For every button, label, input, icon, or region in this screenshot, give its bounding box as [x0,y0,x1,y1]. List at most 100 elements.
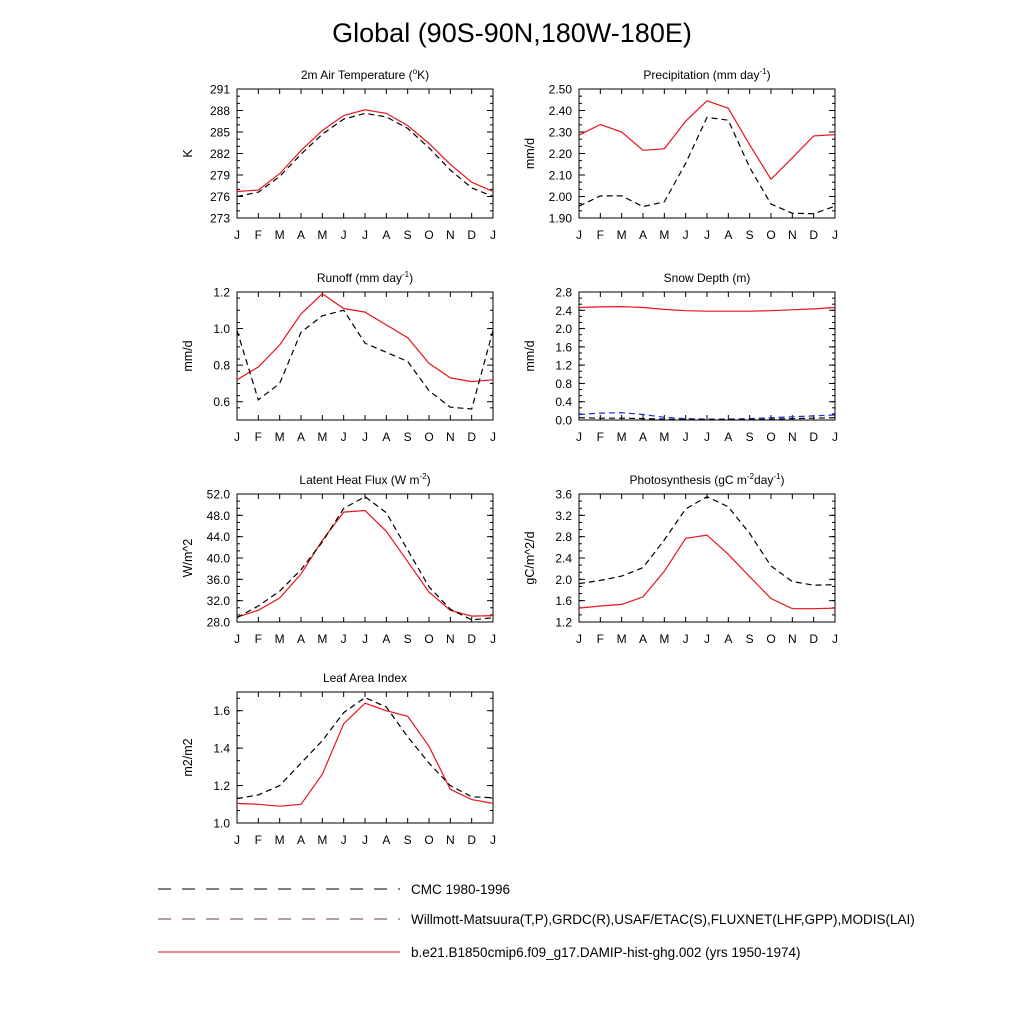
chart6-xtick-label: O [766,632,775,646]
chart4-xtick-label: A [724,430,732,444]
chart1-series-obs [236,112,494,198]
chart7-title: Leaf Area Index [323,671,407,685]
chart6-xtick-label: A [724,632,732,646]
chart3-ytick-label: 1.0 [213,322,230,336]
chart3-xtick-label: A [382,430,390,444]
chart1-xtick-label: J [362,228,368,242]
chart6-xtick-label: J [683,632,689,646]
chart4-xtick-label: D [809,430,818,444]
chart4-xtick-label: J [704,430,710,444]
chart5-xtick-label: A [382,632,390,646]
chart7-ytick-label: 1.4 [213,742,230,756]
legend-label-obs: Willmott-Matsuura(T,P),GRDC(R),USAF/ETAC… [411,912,915,927]
chart4-xtick-label: M [617,430,627,444]
chart2-xtick-label: O [766,228,775,242]
chart2-ytick-label: 2.20 [549,147,573,161]
chart4-xtick-label: N [788,430,797,444]
chart3-xtick-label: M [317,430,327,444]
chart5-ylabel: W/m^2 [181,539,195,578]
chart5-xtick-label: J [234,632,240,646]
legend-label-model: b.e21.B1850cmip6.f09_g17.DAMIP-hist-ghg.… [411,945,800,960]
chart5-xtick-label: M [275,632,285,646]
chart6-xtick-label: M [617,632,627,646]
chart4-ytick-label: 1.2 [555,359,572,373]
chart6-series-model [578,534,836,610]
chart6-ytick-label: 2.4 [555,552,572,566]
chart6-ylabel: gC/m^2/d [523,531,537,584]
chart6-ytick-label: 1.2 [555,616,572,630]
chart7-xtick-label: M [275,833,285,847]
legend-label-cmc: CMC 1980-1996 [411,882,510,897]
chart7-xtick-label: O [424,833,433,847]
chart6-ytick-label: 2.8 [555,530,572,544]
chart2-series-model [578,100,836,181]
chart2-ytick-label: 2.50 [549,83,573,97]
chart3-xtick-label: S [404,430,412,444]
chart7-xtick-label: J [341,833,347,847]
chart1-ylabel: K [181,149,195,158]
chart2-xtick-label: F [597,228,604,242]
chart4-xtick-label: J [832,430,838,444]
chart4-ytick-label: 1.6 [555,340,572,354]
chart7-xtick-label: D [467,833,476,847]
chart1-ytick-label: 273 [210,212,230,226]
chart3-xtick-label: J [234,430,240,444]
chart5-ytick-label: 44.0 [207,530,231,544]
chart4-xtick-label: S [746,430,754,444]
chart2-ytick-label: 2.10 [549,169,573,183]
chart1-xtick-label: S [404,228,412,242]
chart5-ytick-label: 32.0 [207,594,231,608]
chart3-xtick-label: J [341,430,347,444]
chart3-xtick-label: F [255,430,262,444]
chart5-ytick-label: 48.0 [207,509,231,523]
chart4-xtick-label: F [597,430,604,444]
chart2-xtick-label: A [724,228,732,242]
chart4-ytick-label: 2.0 [555,322,572,336]
chart6-xtick-label: D [809,632,818,646]
chart7-xtick-label: J [234,833,240,847]
chart4-ylabel: mm/d [523,340,537,371]
chart1-title: 2m Air Temperature (oK) [301,67,429,82]
chart1-xtick-label: O [424,228,433,242]
chart5-xtick-label: D [467,632,476,646]
chart3-ytick-label: 0.8 [213,359,230,373]
chart1-ytick-label: 276 [210,190,230,204]
chart4-ytick-label: 0.4 [555,395,572,409]
chart4-xtick-label: J [683,430,689,444]
chart3-title: Runoff (mm day-1) [317,270,413,285]
chart4-ytick-label: 2.4 [555,304,572,318]
chart5-xtick-label: J [341,632,347,646]
chart3-xtick-label: N [446,430,455,444]
chart7-xtick-label: S [404,833,412,847]
chart2-xtick-label: J [832,228,838,242]
chart4-ytick-label: 0.8 [555,377,572,391]
chart4-xtick-label: A [639,430,647,444]
chart6-xtick-label: S [746,632,754,646]
chart5-xtick-label: S [404,632,412,646]
chart6-xtick-label: F [597,632,604,646]
chart4-xtick-label: O [766,430,775,444]
chart3-ylabel: mm/d [181,340,195,371]
chart2-ytick-label: 1.90 [549,212,573,226]
chart5-xtick-label: O [424,632,433,646]
chart6-xtick-label: M [659,632,669,646]
chart1-ytick-label: 285 [210,126,230,140]
chart5-ytick-label: 36.0 [207,573,231,587]
chart2-series-obs [578,116,836,215]
chart1-xtick-label: A [297,228,305,242]
chart2-xtick-label: D [809,228,818,242]
chart1-xtick-label: J [490,228,496,242]
chart1-ytick-label: 291 [210,83,230,97]
chart6-xtick-label: J [704,632,710,646]
chart1-ytick-label: 279 [210,169,230,183]
chart2-xtick-label: J [683,228,689,242]
chart4-series-obs [578,417,836,421]
chart6-xtick-label: A [639,632,647,646]
chart5-ytick-label: 40.0 [207,552,231,566]
chart7-xtick-label: J [362,833,368,847]
chart3-xtick-label: D [467,430,476,444]
chart2-xtick-label: N [788,228,797,242]
chart1-xtick-label: A [382,228,390,242]
chart2-xtick-label: J [704,228,710,242]
chart2-ytick-label: 2.00 [549,190,573,204]
